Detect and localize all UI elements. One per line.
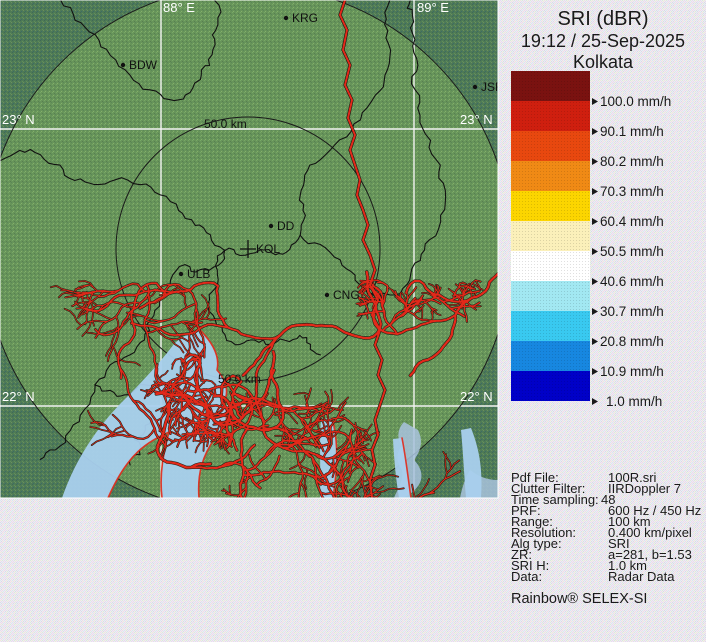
svg-text:50.5 mm/h: 50.5 mm/h (600, 244, 664, 259)
svg-text:23° N: 23° N (460, 112, 493, 127)
svg-text:70.3 mm/h: 70.3 mm/h (600, 184, 664, 199)
svg-text:22° N: 22° N (2, 389, 35, 404)
svg-text:40.6 mm/h: 40.6 mm/h (600, 274, 664, 289)
svg-text:IIRDoppler 7: IIRDoppler 7 (608, 481, 681, 496)
svg-text:1.0 mm/h: 1.0 mm/h (606, 394, 662, 409)
svg-text:Kolkata: Kolkata (573, 52, 634, 72)
svg-text:Data:: Data: (511, 569, 542, 584)
svg-text:ULB: ULB (187, 267, 210, 281)
svg-text:88° E: 88° E (163, 0, 195, 15)
svg-text:60.4 mm/h: 60.4 mm/h (600, 214, 664, 229)
svg-text:Rainbow® SELEX-SI: Rainbow® SELEX-SI (511, 591, 647, 607)
svg-text:22° N: 22° N (460, 389, 493, 404)
svg-text:19:12 / 25-Sep-2025: 19:12 / 25-Sep-2025 (521, 31, 685, 51)
svg-text:50.0 km: 50.0 km (204, 117, 247, 131)
svg-text:23° N: 23° N (2, 112, 35, 127)
svg-text:DD: DD (277, 219, 295, 233)
svg-text:100.0 mm/h: 100.0 mm/h (600, 94, 671, 109)
svg-text:30.7 mm/h: 30.7 mm/h (600, 304, 664, 319)
svg-text:10.9 mm/h: 10.9 mm/h (600, 364, 664, 379)
svg-text:BDW: BDW (129, 58, 158, 72)
svg-text:CNG: CNG (333, 288, 360, 302)
svg-text:50.0 km: 50.0 km (218, 372, 261, 386)
svg-text:KOL: KOL (256, 242, 280, 256)
svg-text:80.2 mm/h: 80.2 mm/h (600, 154, 664, 169)
svg-text:Radar Data: Radar Data (608, 569, 675, 584)
svg-text:89° E: 89° E (417, 0, 449, 15)
svg-text:20.8 mm/h: 20.8 mm/h (600, 334, 664, 349)
svg-text:90.1 mm/h: 90.1 mm/h (600, 124, 664, 139)
svg-text:SRI (dBR): SRI (dBR) (557, 8, 648, 30)
svg-text:KRG: KRG (292, 11, 318, 25)
